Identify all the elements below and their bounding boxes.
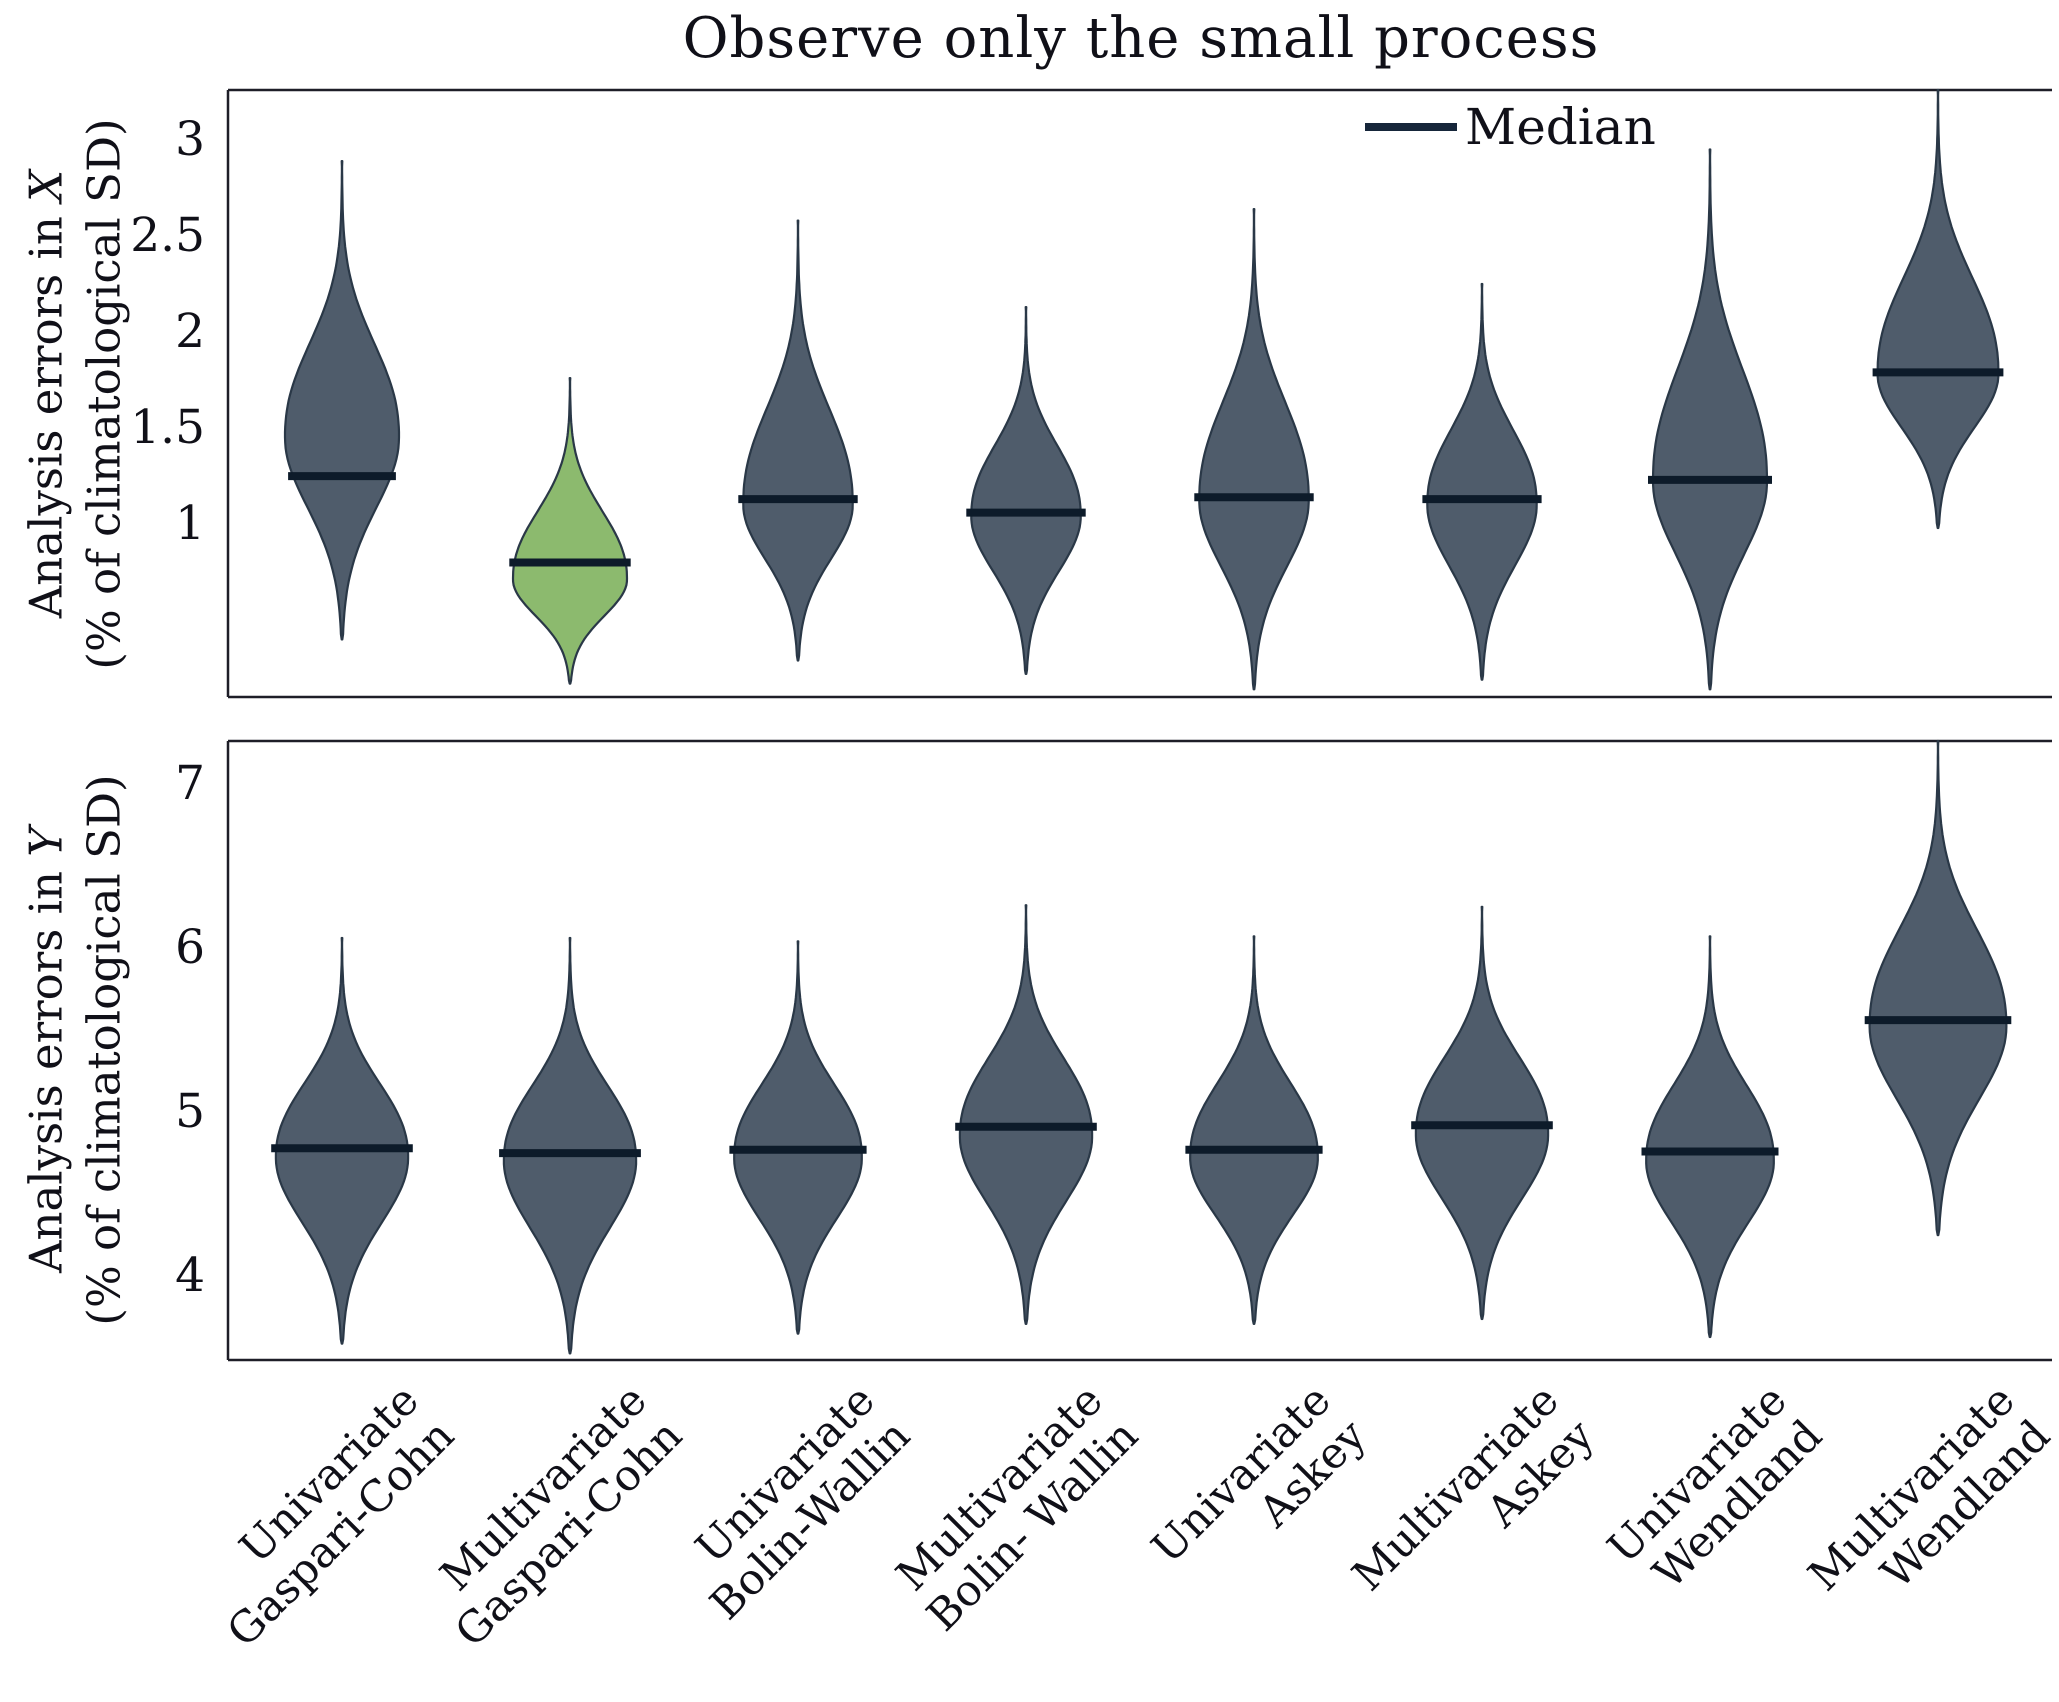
violin-y-univariate-askey (1189, 935, 1319, 1325)
y-tick-bottom-6: 6 (175, 919, 205, 975)
y-tick-top-3: 3 (175, 111, 205, 167)
violin-y-multivariate-bolin-wallin (958, 904, 1094, 1325)
legend: Median (1365, 100, 1656, 154)
y-tick-bottom-4: 4 (175, 1248, 205, 1304)
y-axis-label-top-line2: (% of climatological SD) (77, 118, 131, 670)
y-axis-label-bottom-variable: Y (19, 826, 73, 857)
y-tick-bottom-5: 5 (175, 1084, 205, 1140)
y-tick-top-1: 1 (175, 496, 205, 552)
median-line-swatch (1365, 123, 1457, 131)
y-axis-label-bottom-line1: Analysis errors in Y (20, 827, 73, 1273)
violin-x-univariate-askey (1198, 208, 1310, 691)
violin-y-univariate-wendland (1645, 935, 1775, 1339)
violin-y-multivariate-askey (1414, 905, 1550, 1321)
violin-y-multivariate-gaspari-cohn (502, 936, 638, 1355)
y-tick-top-1.5: 1.5 (130, 400, 205, 456)
violin-x-multivariate-wendland (1876, 88, 2000, 530)
violin-y-univariate-bolin-wallin (733, 940, 863, 1335)
y-axis-label-bottom-line2: (% of climatological SD) (77, 774, 131, 1326)
y-axis-label-bottom-prefix: Analysis errors in (19, 856, 73, 1274)
chart-title: Observe only the small process (682, 6, 1600, 71)
legend-label: Median (1465, 98, 1656, 156)
panel-spines-bottom (226, 739, 2052, 1362)
violin-x-multivariate-bolin-wallin (970, 306, 1082, 675)
y-tick-top-2: 2 (175, 304, 205, 360)
violin-x-multivariate-askey (1426, 282, 1538, 681)
violin-x-multivariate-gaspari-cohn (511, 377, 629, 685)
y-tick-bottom-7: 7 (175, 755, 205, 811)
panel-spines-top (226, 88, 2052, 699)
violin-y-univariate-gaspari-cohn (274, 936, 410, 1345)
violin-x-univariate-bolin-wallin (742, 219, 854, 662)
y-tick-top-2.5: 2.5 (130, 207, 205, 263)
violin-x-univariate-wendland (1651, 148, 1769, 691)
violin-x-univariate-gaspari-cohn (283, 160, 401, 641)
y-axis-label-top-variable: X (19, 169, 73, 202)
violin-y-multivariate-wendland (1868, 739, 2008, 1237)
